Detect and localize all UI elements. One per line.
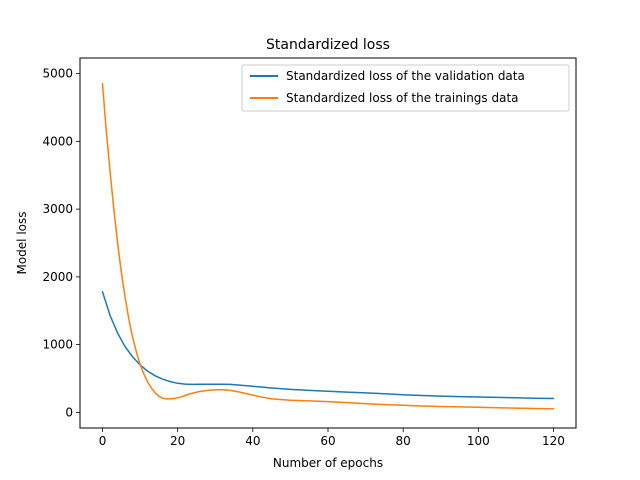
y-tick-label: 5000	[42, 67, 73, 81]
x-tick-label: 80	[396, 434, 411, 448]
y-axis-label: Model loss	[15, 211, 29, 274]
legend-label-training: Standardized loss of the trainings data	[286, 91, 519, 105]
x-tick-label: 100	[467, 434, 490, 448]
y-tick-label: 0	[65, 405, 73, 419]
y-tick-label: 4000	[42, 134, 73, 148]
x-tick-label: 40	[245, 434, 260, 448]
plot-layer	[101, 83, 555, 410]
series-line-1	[101, 83, 555, 410]
ticks-layer: 0 20 40 60 80 100 120 0 1000 2000 3000 4000 5000	[42, 67, 564, 448]
x-tick-label: 0	[99, 434, 107, 448]
x-tick-label: 20	[170, 434, 185, 448]
legend-label-validation: Standardized loss of the validation data	[286, 69, 525, 83]
y-tick-label: 3000	[42, 202, 73, 216]
x-tick-label: 60	[320, 434, 335, 448]
legend-box	[241, 64, 570, 112]
chart-title: Standardized loss	[266, 37, 390, 53]
legend: Standardized loss of the validation data…	[241, 64, 570, 112]
x-tick-label: 120	[542, 434, 565, 448]
series-line-0	[101, 291, 555, 400]
x-axis-label: Number of epochs	[273, 456, 383, 470]
y-tick-label: 1000	[42, 338, 73, 352]
y-tick-label: 2000	[42, 270, 73, 284]
